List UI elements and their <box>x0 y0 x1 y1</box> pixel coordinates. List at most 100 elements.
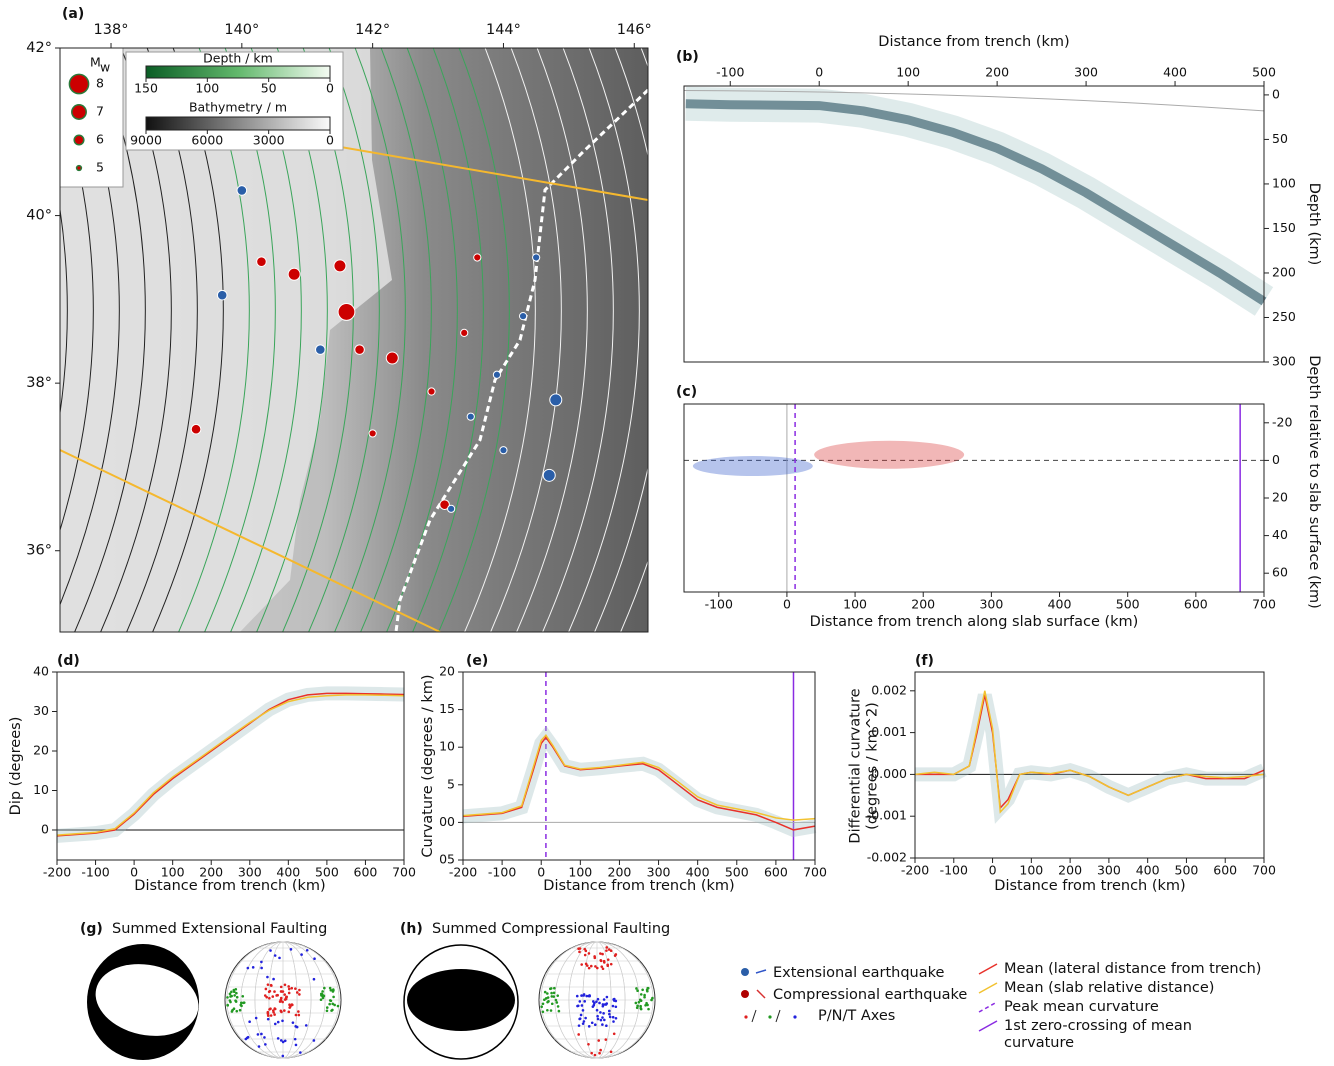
x-tick-label: -100 <box>705 597 733 612</box>
stereonet-dot <box>322 997 325 1000</box>
stereonet-dot <box>320 998 323 1001</box>
colorbar-tick-label: 100 <box>195 81 219 96</box>
panel-label: (e) <box>466 653 488 669</box>
stereonet-dot <box>268 1008 271 1011</box>
legend-marker <box>756 970 766 973</box>
legend-label: 8 <box>96 76 104 91</box>
y-tick-label: 15 <box>439 701 455 716</box>
stereonet-dot <box>296 991 299 994</box>
stereonet-dot <box>313 978 316 981</box>
stereonet-dot <box>274 1023 277 1026</box>
panel-title: Summed Extensional Faulting <box>112 921 327 937</box>
stereonet-dot <box>337 1005 340 1008</box>
x-tick-label: 500 <box>1252 65 1276 80</box>
stereonet-dot <box>275 994 278 997</box>
y-tick-label: 50 <box>1272 131 1288 146</box>
y-tick-label: 0.002 <box>871 682 907 697</box>
earthquake <box>550 394 562 406</box>
stereonet-dot <box>240 1001 243 1004</box>
x-axis-label: Distance from trench (km) <box>994 878 1185 894</box>
stereonet-dot <box>583 1020 586 1023</box>
stereonet-dot <box>607 958 610 961</box>
stereonet <box>539 942 655 1058</box>
legend-label: 1st zero-crossing of mean <box>1004 1018 1192 1034</box>
earthquake <box>461 329 468 336</box>
stereonet-dot <box>288 988 291 991</box>
stereonet-dot <box>313 1039 316 1042</box>
y-tick-label: 00 <box>439 814 455 829</box>
stereonet-dot <box>606 964 609 967</box>
earthquake <box>237 186 247 196</box>
stereonet-dot <box>636 1006 639 1009</box>
stereonet-dot <box>287 985 290 988</box>
stereonet-dot <box>639 1007 642 1010</box>
stereonet-dot <box>229 993 232 996</box>
x-tick-label: 300 <box>1074 65 1098 80</box>
legend-label: Compressional earthquake <box>773 987 967 1003</box>
stereonet-dot <box>557 1005 560 1008</box>
stereonet-dot <box>590 965 593 968</box>
event-cloud <box>814 441 964 469</box>
stereonet-dot <box>269 949 272 952</box>
stereonet-dot <box>297 1010 300 1013</box>
stereonet-dot <box>600 1019 603 1022</box>
legend-label: P/N/T Axes <box>818 1008 895 1024</box>
stereonet-dot <box>239 1009 242 1012</box>
x-tick-label: 600 <box>1213 863 1237 878</box>
stereonet-dot <box>599 1049 602 1052</box>
stereonet-dot <box>260 1033 263 1036</box>
x-tick-label: 200 <box>985 65 1009 80</box>
legend-label: Mean (slab relative distance) <box>1004 980 1214 996</box>
stereonet-dot <box>268 997 271 1000</box>
legend-label: curvature <box>1004 1035 1074 1051</box>
stereonet-dot <box>235 1010 238 1013</box>
stereonet-dot <box>602 1005 605 1008</box>
stereonet-dot <box>323 987 326 990</box>
y-tick-label: 20 <box>1272 490 1288 505</box>
x-tick-label: 600 <box>764 865 788 880</box>
stereonet-dot <box>546 992 549 995</box>
stereonet-dot <box>553 987 556 990</box>
legend-label: 5 <box>96 160 104 175</box>
stereonet-dot <box>299 1051 302 1054</box>
stereonet-dot <box>235 988 238 991</box>
stereonet-dot <box>551 1002 554 1005</box>
x-tick-label: 700 <box>1252 863 1276 878</box>
legend-separator <box>776 1010 780 1022</box>
stereonet-dot <box>596 1009 599 1012</box>
stereonet-dot <box>651 997 654 1000</box>
stereonet-dot <box>260 961 263 964</box>
stereonet-dot <box>266 976 269 979</box>
stereonet-dot <box>313 957 316 960</box>
y-axis-label: Differential curvature <box>848 688 864 843</box>
stereonet-dot <box>615 1005 618 1008</box>
mean-line <box>463 735 815 820</box>
stereonet-dot <box>594 965 597 968</box>
x-tick-label: 140° <box>224 22 259 38</box>
stereonet-dot <box>283 993 286 996</box>
stereonet-dot <box>281 1020 284 1023</box>
earthquake <box>257 257 267 267</box>
stereonet-dot <box>635 1002 638 1005</box>
stereonet-dot <box>298 989 301 992</box>
panel-label: (b) <box>676 49 699 65</box>
legend-marker <box>74 135 84 145</box>
stereonet-dot <box>292 1021 295 1024</box>
y-tick-label: 36° <box>26 543 52 559</box>
stereonet-dot <box>646 989 649 992</box>
stereonet-dot <box>540 1005 543 1008</box>
stereonet-dot <box>258 1045 261 1048</box>
y-axis-label: Depth relative to slab surface (km) <box>1306 355 1322 609</box>
stereonet-dot <box>598 1052 601 1055</box>
y-tick-label: -0.002 <box>867 850 907 865</box>
stereonet-dot <box>330 1009 333 1012</box>
stereonet-dot <box>613 999 616 1002</box>
stereonet-dot <box>321 990 324 993</box>
stereonet-dot <box>295 1044 298 1047</box>
stereonet-dot <box>235 992 238 995</box>
